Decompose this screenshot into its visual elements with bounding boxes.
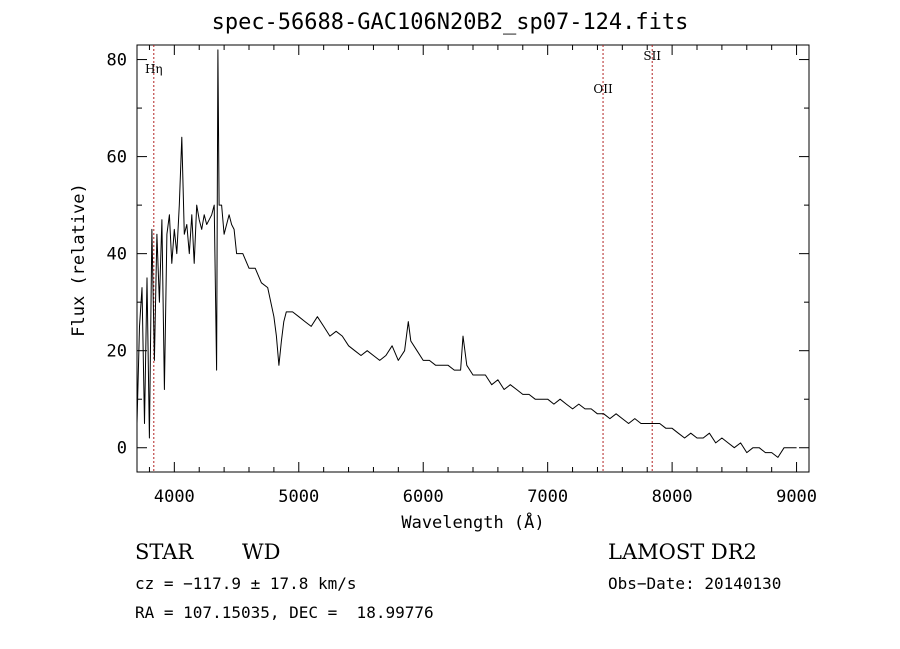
y-tick-label: 80 <box>107 51 127 71</box>
survey-name: LAMOST DR2 <box>608 540 757 564</box>
line-marker-label: Hη <box>145 62 163 76</box>
plot-frame <box>136 44 810 473</box>
chart-title: spec-56688-GAC106N20B2_sp07-124.fits <box>211 10 689 35</box>
y-tick-label: 60 <box>107 148 127 168</box>
y-tick-label: 0 <box>117 439 127 459</box>
line-marker-label: OII <box>593 82 613 96</box>
spectrum-line <box>136 49 797 458</box>
axis-ticks: 4000 5000 6000 7000 8000 9000 0 20 40 60 80 <box>107 45 817 507</box>
y-tick-label: 40 <box>107 245 127 265</box>
object-subclass: WD <box>242 540 281 564</box>
coordinates: RA = 107.15035, DEC = 18.99776 <box>135 603 434 622</box>
x-tick-label: 6000 <box>403 487 444 507</box>
line-markers: Hη OII SII <box>145 45 661 472</box>
x-axis-label: Wavelength (Å) <box>401 511 544 533</box>
object-class: STAR <box>135 540 194 564</box>
y-tick-label: 20 <box>107 342 127 362</box>
observation-date: Obs−Date: 20140130 <box>608 574 782 593</box>
x-tick-label: 7000 <box>527 487 568 507</box>
x-tick-label: 5000 <box>278 487 319 507</box>
y-axis-label: Flux (relative) <box>69 183 89 337</box>
x-tick-label: 8000 <box>652 487 693 507</box>
line-marker-label: SII <box>643 49 661 63</box>
x-tick-label: 4000 <box>154 487 195 507</box>
radial-velocity: cz = −117.9 ± 17.8 km/s <box>135 574 357 593</box>
x-tick-label: 9000 <box>776 487 817 507</box>
